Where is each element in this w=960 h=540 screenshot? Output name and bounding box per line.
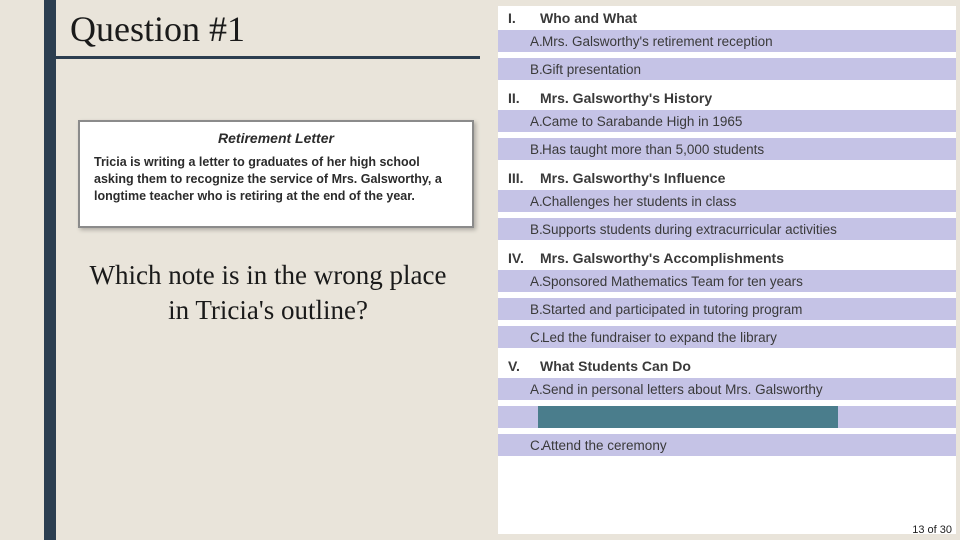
section-head: II. Mrs. Galsworthy's History <box>498 86 956 110</box>
outline-item: A. Send in personal letters about Mrs. G… <box>498 378 956 400</box>
item-letter: B. <box>508 62 542 77</box>
section-roman: V. <box>508 358 540 374</box>
item-letter: C. <box>508 438 542 453</box>
outline-item: C. Attend the ceremony <box>498 434 956 456</box>
outline-section: III. Mrs. Galsworthy's Influence A. Chal… <box>498 166 956 240</box>
section-roman: I. <box>508 10 540 26</box>
section-title: Mrs. Galsworthy's Accomplishments <box>540 250 784 266</box>
item-letter: A. <box>508 382 542 397</box>
section-title: Mrs. Galsworthy's History <box>540 90 712 106</box>
item-text: Gift presentation <box>542 62 950 77</box>
slide-title: Question #1 <box>70 8 245 50</box>
outline-section: IV. Mrs. Galsworthy's Accomplishments A.… <box>498 246 956 348</box>
item-text: Attend the ceremony <box>542 438 950 453</box>
item-letter: A. <box>508 34 542 49</box>
prompt-box: Retirement Letter Tricia is writing a le… <box>78 120 474 228</box>
item-letter: B. <box>508 302 542 317</box>
page-indicator: 13 of 30 <box>912 524 952 536</box>
section-roman: II. <box>508 90 540 106</box>
section-roman: III. <box>508 170 540 186</box>
outline-item: B. Gift presentation <box>498 58 956 80</box>
section-head: V. What Students Can Do <box>498 354 956 378</box>
section-title: What Students Can Do <box>540 358 691 374</box>
item-letter: B. <box>508 222 542 237</box>
outline-item: B. Supports students during extracurricu… <box>498 218 956 240</box>
title-underline <box>44 56 480 59</box>
section-roman: IV. <box>508 250 540 266</box>
outline-item-redacted <box>498 406 956 428</box>
outline-item: A. Challenges her students in class <box>498 190 956 212</box>
outline-item: A. Mrs. Galsworthy's retirement receptio… <box>498 30 956 52</box>
outline-item: B. Has taught more than 5,000 students <box>498 138 956 160</box>
item-text: Led the fundraiser to expand the library <box>542 330 950 345</box>
outline-item: B. Started and participated in tutoring … <box>498 298 956 320</box>
section-head: I. Who and What <box>498 6 956 30</box>
section-head: III. Mrs. Galsworthy's Influence <box>498 166 956 190</box>
item-text: Send in personal letters about Mrs. Gals… <box>542 382 950 397</box>
item-letter: A. <box>508 274 542 289</box>
slide: Question #1 Retirement Letter Tricia is … <box>0 0 960 540</box>
outline-section: V. What Students Can Do A. Send in perso… <box>498 354 956 456</box>
item-letter: A. <box>508 194 542 209</box>
outline-section: II. Mrs. Galsworthy's History A. Came to… <box>498 86 956 160</box>
outline-panel: I. Who and What A. Mrs. Galsworthy's ret… <box>498 6 956 534</box>
item-text: Challenges her students in class <box>542 194 950 209</box>
item-text: Came to Sarabande High in 1965 <box>542 114 950 129</box>
accent-bar <box>44 0 56 540</box>
item-letter: C. <box>508 330 542 345</box>
item-text: Mrs. Galsworthy's retirement reception <box>542 34 950 49</box>
prompt-heading: Retirement Letter <box>94 130 458 146</box>
item-letter: A. <box>508 114 542 129</box>
prompt-body: Tricia is writing a letter to graduates … <box>94 154 458 205</box>
section-head: IV. Mrs. Galsworthy's Accomplishments <box>498 246 956 270</box>
item-text: Sponsored Mathematics Team for ten years <box>542 274 950 289</box>
item-text: Started and participated in tutoring pro… <box>542 302 950 317</box>
item-text: Has taught more than 5,000 students <box>542 142 950 157</box>
redaction-bar <box>538 406 838 428</box>
section-title: Mrs. Galsworthy's Influence <box>540 170 725 186</box>
outline-item: A. Sponsored Mathematics Team for ten ye… <box>498 270 956 292</box>
outline-item: C. Led the fundraiser to expand the libr… <box>498 326 956 348</box>
outline-section: I. Who and What A. Mrs. Galsworthy's ret… <box>498 6 956 80</box>
item-letter: B. <box>508 142 542 157</box>
question-text: Which note is in the wrong place in Tric… <box>88 258 448 328</box>
item-text: Supports students during extracurricular… <box>542 222 950 237</box>
section-title: Who and What <box>540 10 637 26</box>
outline-item: A. Came to Sarabande High in 1965 <box>498 110 956 132</box>
